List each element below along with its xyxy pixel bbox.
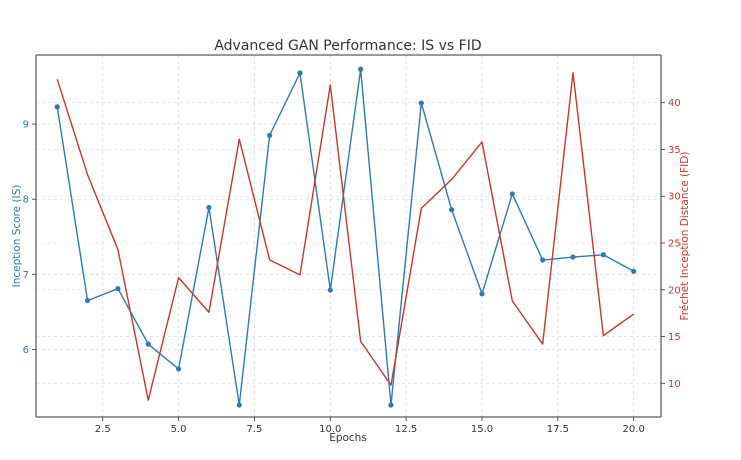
y2-tick-label: 40: [668, 98, 681, 109]
is-data-point: [84, 297, 91, 304]
y2-tick-label: 15: [668, 332, 681, 343]
x-tick-label: 7.5: [246, 424, 262, 435]
is-data-point: [145, 341, 151, 347]
is-data-point: [206, 204, 212, 211]
is-data-point: [297, 70, 303, 76]
x-tick-label: 5.0: [171, 424, 187, 435]
y2-tick-label: 10: [668, 379, 681, 390]
is-data-point: [175, 366, 182, 372]
y1-tick-label: 9: [23, 120, 29, 131]
is-data-point: [570, 254, 576, 260]
tick-layer: 2.5 5.0 7.5 10.0 12.5 15.0 17.5 20.0 6 7 8 9 10 15 20 2…: [23, 98, 681, 435]
y1-tick-label: 7: [23, 270, 29, 281]
chart-title: Advanced GAN Performance: IS vs FID: [214, 38, 481, 54]
y2-tick-label: 25: [668, 239, 681, 250]
x-tick-label: 10.0: [319, 424, 341, 435]
is-data-point: [631, 268, 637, 274]
y2-tick-label: 20: [668, 285, 681, 296]
x-tick-label: 17.5: [547, 424, 569, 435]
is-data-point: [236, 402, 242, 408]
right-y-axis-label: Fréchet Inception Distance (FID): [679, 152, 691, 321]
x-axis-label: Epochs: [329, 432, 367, 444]
y1-tick-label: 8: [23, 195, 29, 206]
is-data-point: [600, 252, 606, 258]
is-data-point: [418, 100, 424, 106]
axes: [35, 54, 662, 418]
left-y-axis-label: Inception Score (IS): [11, 185, 23, 288]
y2-tick-label: 35: [668, 145, 681, 156]
is-data-point: [358, 66, 364, 72]
is-data-point: [509, 191, 515, 197]
x-tick-label: 2.5: [95, 424, 111, 435]
is-data-point: [388, 402, 394, 408]
x-tick-label: 12.5: [395, 424, 417, 435]
is-data-point: [327, 287, 333, 293]
x-tick-label: 15.0: [471, 424, 493, 435]
is-data-point: [54, 104, 60, 110]
y2-tick-label: 30: [668, 192, 681, 203]
is-data-point: [540, 257, 546, 263]
series-layer: [54, 66, 637, 408]
is-series-line: [56, 68, 635, 406]
is-data-point: [267, 132, 273, 138]
is-data-point: [115, 285, 121, 292]
is-data-point: [449, 207, 455, 213]
fid-series-line: [56, 72, 635, 401]
is-data-point: [479, 291, 485, 297]
y1-tick-label: 6: [23, 345, 29, 356]
x-tick-label: 20.0: [623, 424, 645, 435]
